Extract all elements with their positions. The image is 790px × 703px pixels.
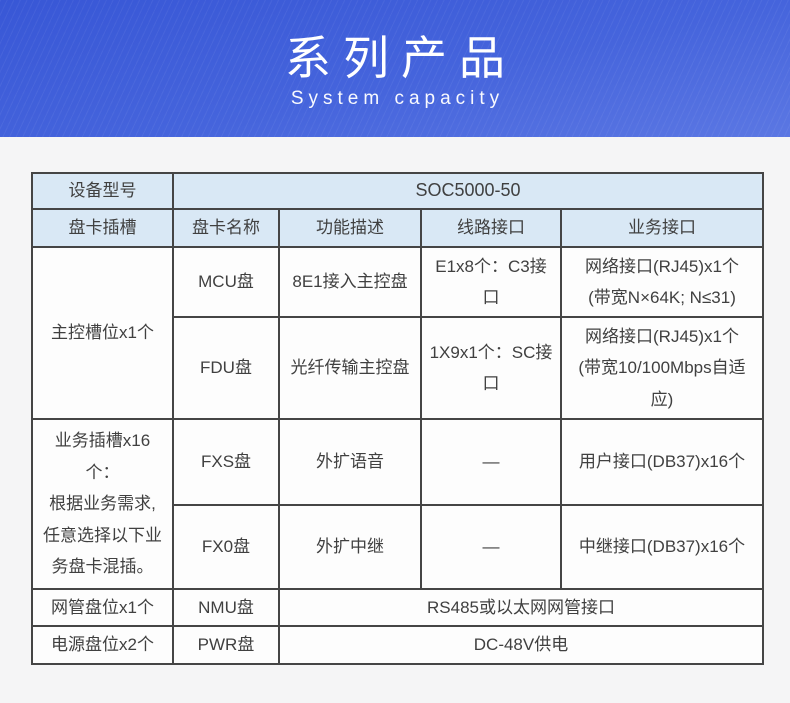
nmu-name: NMU盘 [172,587,280,628]
row-nmu: 网管盘位x1个 NMU盘 RS485或以太网网管接口 [31,587,765,628]
col-header-service-interface: 业务接口 [559,208,765,248]
fxs-name: FXS盘 [172,418,280,506]
slot-main-control: 主控槽位x1个 [31,246,174,420]
fx0-line-interface: — [420,504,562,590]
pwr-name: PWR盘 [172,625,280,665]
device-model-label: 设备型号 [31,172,174,210]
pwr-merged-value: DC-48V供电 [277,625,765,665]
banner-title: 系列产品 [285,32,517,84]
row-device-model: 设备型号 SOC5000-50 [31,172,765,210]
row-pwr: 电源盘位x2个 PWR盘 DC-48V供电 [31,625,765,665]
col-header-function: 功能描述 [278,208,422,248]
mcu-service-interface: 网络接口(RJ45)x1个 (带宽N×64K; N≤31) [559,246,765,318]
col-header-card-name: 盘卡名称 [172,208,280,248]
slot-nmu: 网管盘位x1个 [31,587,174,628]
fxs-desc: 外扩语音 [278,418,422,506]
fdu-service-interface: 网络接口(RJ45)x1个 (带宽10/100Mbps自适 应) [559,316,765,420]
mcu-name: MCU盘 [172,246,280,318]
fdu-name: FDU盘 [172,316,280,420]
banner-subtitle: System capacity [290,88,505,109]
nmu-merged-value: RS485或以太网网管接口 [277,587,765,628]
col-header-line-interface: 线路接口 [420,208,562,248]
device-model-value: SOC5000-50 [171,172,765,210]
fdu-desc: 光纤传输主控盘 [278,316,422,420]
fx0-desc: 外扩中继 [278,504,422,590]
row-column-headers: 盘卡插槽 盘卡名称 功能描述 线路接口 业务接口 [31,208,765,248]
slot-service: 业务插槽x16 个： 根据业务需求, 任意选择以下业 务盘卡混插。 [31,418,174,590]
row-fdu: FDU盘 光纤传输主控盘 1X9x1个：SC接 口 网络接口(RJ45)x1个 … [32,316,765,420]
mcu-line-interface: E1x8个：C3接 口 [420,246,562,318]
col-header-slot: 盘卡插槽 [31,208,174,248]
slot-pwr: 电源盘位x2个 [31,625,174,665]
row-fx0: FX0盘 外扩中继 — 中继接口(DB37)x16个 [32,504,765,590]
row-fxs: 业务插槽x16 个： 根据业务需求, 任意选择以下业 务盘卡混插。 FXS盘 外… [31,418,765,590]
fx0-service-interface: 中继接口(DB37)x16个 [559,504,765,590]
mcu-desc: 8E1接入主控盘 [278,246,422,318]
fxs-line-interface: — [420,418,562,506]
spec-table-container: 设备型号 SOC5000-50 盘卡插槽 盘卡名称 功能描述 线路接口 业务接口… [31,172,765,665]
header-banner: 系列产品 System capacity [0,0,790,137]
fxs-service-interface: 用户接口(DB37)x16个 [559,418,765,506]
row-mcu: 主控槽位x1个 MCU盘 8E1接入主控盘 E1x8个：C3接 口 网络接口(R… [31,246,765,420]
product-spec-table: 设备型号 SOC5000-50 盘卡插槽 盘卡名称 功能描述 线路接口 业务接口… [31,172,765,665]
fdu-line-interface: 1X9x1个：SC接 口 [420,316,562,420]
fx0-name: FX0盘 [172,504,280,590]
